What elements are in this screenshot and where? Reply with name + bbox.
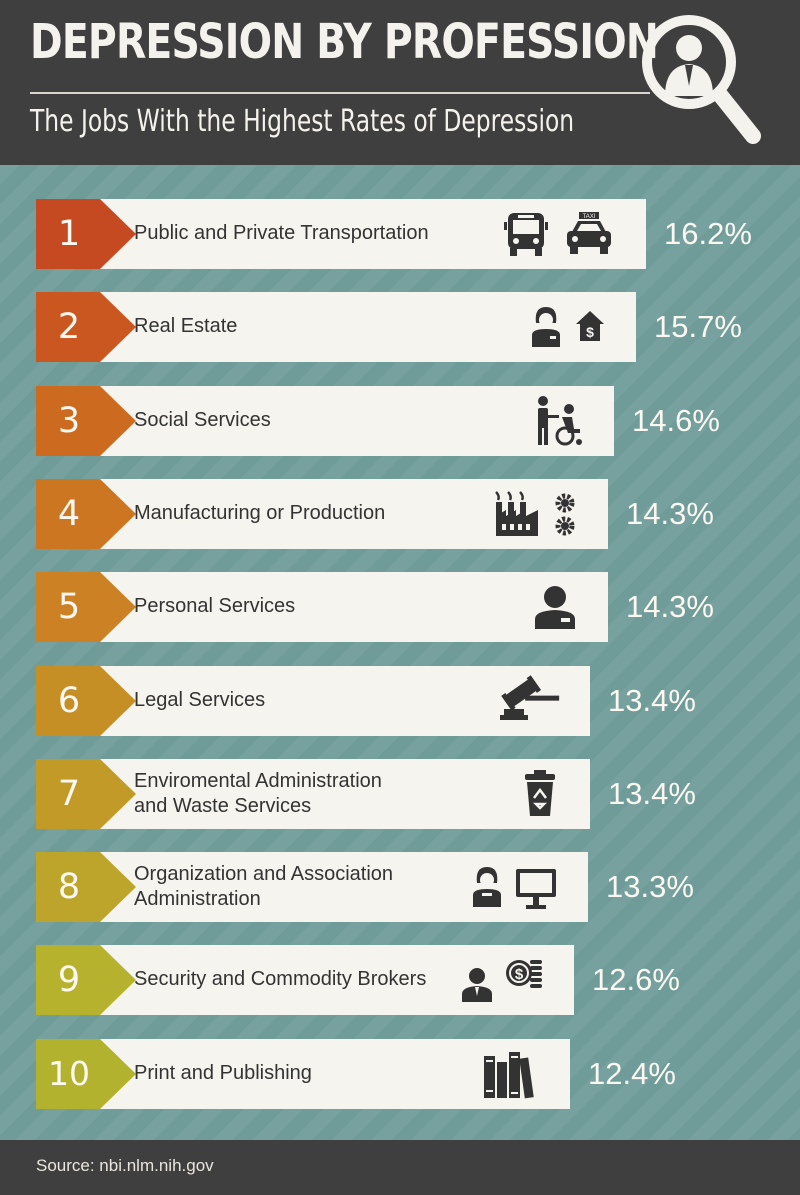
category-label-line: Public and Private Transportation: [134, 222, 429, 244]
bar-row: 10 Print and Publishing: [36, 1039, 570, 1109]
rank-number: 1: [57, 214, 81, 254]
category-icons: [532, 583, 578, 631]
gears-icon: [555, 493, 575, 536]
value-label: 16.2%: [664, 216, 752, 251]
category-label-line: Social Services: [134, 409, 271, 431]
bar: [100, 199, 646, 269]
category-icons: [494, 490, 578, 538]
header: DEPRESSION BY PROFESSION The Jobs With t…: [0, 0, 800, 165]
books-icon: [484, 1052, 534, 1099]
bar: [100, 292, 636, 362]
factory-icon: [495, 491, 538, 536]
bar: [100, 386, 614, 456]
coins-icon: $: [506, 960, 542, 988]
value-label: 13.4%: [608, 776, 696, 811]
value-label: 14.6%: [632, 403, 720, 438]
bus-icon: [504, 213, 548, 256]
category-label-line: Administration: [134, 888, 261, 910]
taxi-icon: TAXI: [567, 212, 611, 254]
category-label: Real Estate: [134, 314, 237, 339]
category-label-line: Organization and Association: [134, 863, 394, 885]
category-label: Organization and Association Administrati…: [134, 862, 393, 912]
category-label-line: Personal Services: [134, 595, 296, 617]
rank-number: 8: [57, 867, 81, 907]
value-label: 12.4%: [588, 1056, 676, 1091]
category-label: Public and Private Transportation: [134, 221, 429, 246]
value-label: 12.6%: [592, 962, 680, 997]
rank-number: 3: [57, 401, 81, 441]
value-label: 14.3%: [626, 589, 714, 624]
rank-number: 10: [48, 1054, 90, 1093]
category-icons: $: [460, 956, 544, 1004]
svg-text:$: $: [515, 966, 524, 983]
category-label-line: Print and Publishing: [134, 1062, 312, 1084]
bar-row: 2 Real Estate $: [36, 292, 636, 362]
category-icons: [498, 675, 560, 725]
office-worker-icon: [473, 867, 501, 907]
category-label-line: Enviromental Administration: [134, 770, 382, 792]
category-label: Social Services: [134, 408, 271, 433]
svg-text:$: $: [586, 324, 594, 340]
page-subtitle: The Jobs With the Highest Rates of Depre…: [30, 104, 575, 139]
footer: Source: nbi.nlm.nih.gov: [0, 1140, 800, 1195]
ranking-chart: 1 Public and Private Transportation TAXI 16…: [0, 165, 800, 1140]
bar-row: 4 Manufacturing or Production: [36, 479, 608, 549]
page-title: DEPRESSION BY PROFESSION: [30, 14, 659, 70]
caregiver-wheelchair-icon: [538, 396, 582, 446]
bar-row: 6 Legal Services: [36, 666, 590, 736]
attendant-icon: [535, 586, 575, 629]
gavel-icon: [500, 675, 560, 720]
value-label: 15.7%: [654, 309, 742, 344]
taxi-sign-text: TAXI: [583, 214, 596, 220]
category-icons: [470, 863, 558, 911]
category-label-line: Manufacturing or Production: [134, 502, 386, 524]
header-divider: [30, 92, 650, 94]
category-icons: $: [528, 303, 606, 351]
bar: [100, 852, 588, 922]
category-label: Security and Commodity Brokers: [134, 967, 426, 992]
category-label: Enviromental Administration and Waste Ser…: [134, 769, 382, 819]
category-label-line: and Waste Services: [134, 795, 312, 817]
category-label: Personal Services: [134, 594, 295, 619]
broker-icon: [462, 968, 492, 1002]
bar: [100, 945, 574, 1015]
realtor-icon: [532, 307, 560, 347]
bar-row: 3 Social Services: [36, 386, 614, 456]
category-icons: [534, 396, 584, 446]
value-label: 13.4%: [608, 683, 696, 718]
rank-number: 4: [57, 494, 81, 534]
category-icons: [520, 770, 560, 818]
rank-number: 6: [57, 681, 81, 721]
bar-row: 8 Organization and Association Administrat…: [36, 852, 588, 922]
house-dollar-icon: $: [576, 311, 604, 341]
category-label: Legal Services: [134, 688, 265, 713]
bar-row: 9 Security and Commodity Brokers $: [36, 945, 574, 1015]
rank-number: 7: [57, 774, 81, 814]
bar: [100, 759, 590, 829]
category-label: Manufacturing or Production: [134, 501, 385, 526]
bar: [100, 572, 608, 642]
bar-row: 1 Public and Private Transportation TAXI: [36, 199, 646, 269]
category-label: Print and Publishing: [134, 1061, 312, 1086]
rank-number: 2: [57, 307, 81, 347]
value-label: 13.3%: [606, 869, 694, 904]
category-label-line: Legal Services: [134, 689, 266, 711]
category-icons: [482, 1050, 540, 1099]
category-label-line: Real Estate: [134, 315, 238, 337]
bar-row: 5 Personal Services: [36, 572, 608, 642]
bar-row: 7 Enviromental Administration and Waste Se…: [36, 759, 590, 829]
source-note: Source: nbi.nlm.nih.gov: [36, 1156, 214, 1175]
rank-number: 9: [57, 960, 81, 1000]
category-label-line: Security and Commodity Brokers: [134, 968, 427, 990]
recycle-bin-icon: [525, 770, 555, 816]
category-icons: TAXI: [502, 210, 616, 258]
value-label: 14.3%: [626, 496, 714, 531]
monitor-icon: [516, 869, 556, 909]
rank-number: 5: [57, 587, 81, 627]
magnifier-person-icon: [642, 15, 761, 144]
